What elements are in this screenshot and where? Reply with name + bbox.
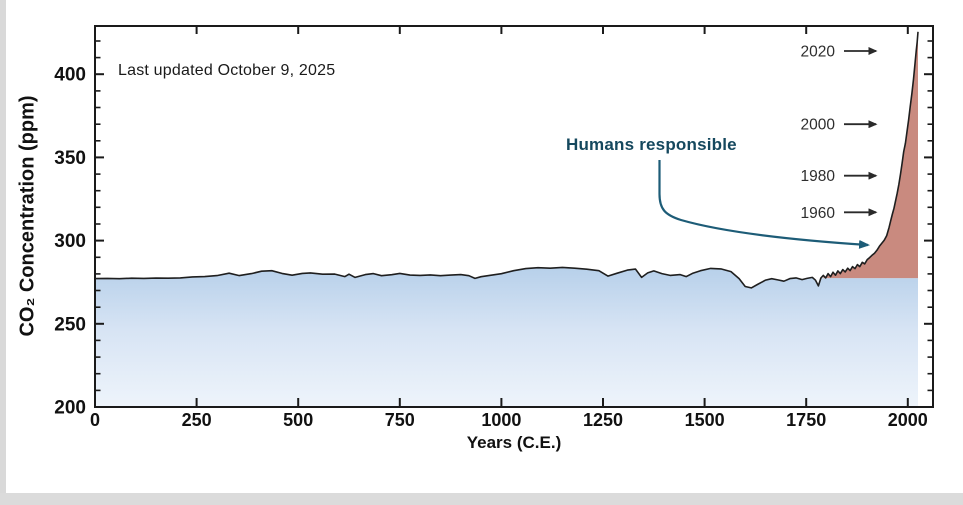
x-tick-label: 1750 xyxy=(786,410,826,430)
last-updated-note: Last updated October 9, 2025 xyxy=(118,62,336,79)
x-tick-label: 0 xyxy=(90,410,100,430)
x-tick-label: 1500 xyxy=(685,410,725,430)
y-tick-label: 200 xyxy=(54,398,86,419)
x-tick-label: 750 xyxy=(385,410,415,430)
callout-year-label: 1980 xyxy=(801,168,836,185)
co2-data-line xyxy=(94,31,919,289)
axis-tick-labels: 200 250 300 350 400 0 250 500 750 1000 1250 1500 175… xyxy=(54,65,928,430)
y-tick-label: 400 xyxy=(54,65,86,86)
x-tick-label: 500 xyxy=(283,410,313,430)
page-edge-left-strip xyxy=(0,0,6,493)
y-axis-title: CO₂ Concentration (ppm) xyxy=(16,95,39,337)
x-tick-label: 250 xyxy=(182,410,212,430)
x-axis-title: Years (C.E.) xyxy=(466,433,562,452)
callout-year-label: 1960 xyxy=(801,205,836,222)
humans-responsible-label: Humans responsible xyxy=(566,135,737,154)
year-callouts: 2020 2000 1980 1960 xyxy=(801,44,878,222)
page-edge-bottom-band xyxy=(0,493,963,505)
chart-frame xyxy=(94,25,934,408)
humans-responsible-arrow xyxy=(658,160,870,249)
axis-ticks xyxy=(94,26,933,408)
x-tick-label: 2000 xyxy=(888,410,928,430)
y-tick-label: 300 xyxy=(54,231,86,252)
chart-area-fills xyxy=(95,31,918,407)
y-tick-label: 250 xyxy=(54,314,86,335)
callout-year-label: 2000 xyxy=(801,117,836,134)
chart-canvas: 200 250 300 350 400 0 250 500 750 1000 1250 1500 175… xyxy=(54,25,934,430)
y-tick-label: 350 xyxy=(54,148,86,169)
co2-concentration-chart: 200 250 300 350 400 0 250 500 750 1000 1250 1500 175… xyxy=(16,25,934,452)
x-tick-label: 1250 xyxy=(583,410,623,430)
x-tick-label: 1000 xyxy=(481,410,521,430)
callout-year-label: 2020 xyxy=(801,44,836,61)
